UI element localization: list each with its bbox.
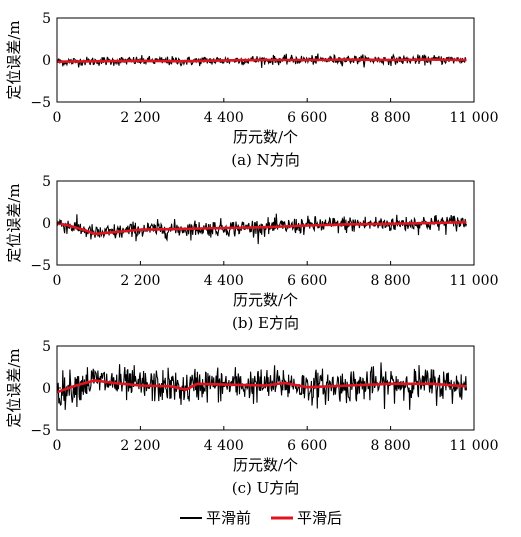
x-axis-label: 历元数/个 <box>233 128 298 146</box>
y-tick-label: 0 <box>42 216 51 232</box>
x-axis-label: 历元数/个 <box>233 456 298 474</box>
y-axis-label: 定位误差/m <box>5 20 23 99</box>
series-after-smoothing <box>56 379 467 394</box>
panel-3: 50−50 2 200 4 400 6 600 8 800 11 000定位误差/m历元数… <box>5 339 499 497</box>
y-tick-label: 5 <box>42 339 51 355</box>
y-tick-label: 0 <box>42 381 51 397</box>
x-tick-label: 6 600 <box>287 273 327 289</box>
series-after-smoothing <box>56 58 467 63</box>
x-tick-label: 6 600 <box>287 438 327 454</box>
x-tick-label: 11 000 <box>450 438 499 454</box>
x-tick-label: 8 800 <box>371 273 411 289</box>
y-tick-label: −5 <box>30 95 51 111</box>
y-tick-label: −5 <box>30 423 51 439</box>
legend-label: 平滑前 <box>206 509 251 527</box>
x-tick-label: 0 <box>53 110 62 126</box>
legend: 平滑前 平滑后 <box>180 509 342 527</box>
x-tick-label: 8 800 <box>371 110 411 126</box>
x-tick-label: 11 000 <box>450 110 499 126</box>
x-tick-label: 4 400 <box>204 273 244 289</box>
panel-caption: (b) E方向 <box>232 314 299 332</box>
y-tick-label: 5 <box>42 174 51 190</box>
y-tick-label: −5 <box>30 258 51 274</box>
x-tick-label: 0 <box>53 273 62 289</box>
series-after-smoothing <box>56 220 467 236</box>
x-tick-label: 11 000 <box>450 273 499 289</box>
panel-caption: (c) U方向 <box>232 479 300 497</box>
x-tick-label: 2 200 <box>120 438 160 454</box>
x-tick-label: 8 800 <box>371 438 411 454</box>
panel-caption: (a) N方向 <box>231 151 300 169</box>
y-tick-label: 5 <box>42 11 51 27</box>
x-tick-label: 6 600 <box>287 110 327 126</box>
x-tick-label: 4 400 <box>204 438 244 454</box>
series-before-smoothing <box>56 213 467 245</box>
panel-2: 50−50 2 200 4 400 6 600 8 800 11 000定位误差/m历元数… <box>5 174 499 332</box>
panel-1: 50−50 2 200 4 400 6 600 8 800 11 000定位误差/m历元数… <box>5 11 499 169</box>
y-axis-label: 定位误差/m <box>5 183 23 262</box>
x-axis-label: 历元数/个 <box>233 291 298 309</box>
x-tick-label: 4 400 <box>204 110 244 126</box>
x-tick-label: 2 200 <box>120 273 160 289</box>
y-axis-label: 定位误差/m <box>5 348 23 427</box>
x-tick-label: 2 200 <box>120 110 160 126</box>
legend-label: 平滑后 <box>297 509 342 527</box>
x-tick-label: 0 <box>53 438 62 454</box>
y-tick-label: 0 <box>42 53 51 69</box>
